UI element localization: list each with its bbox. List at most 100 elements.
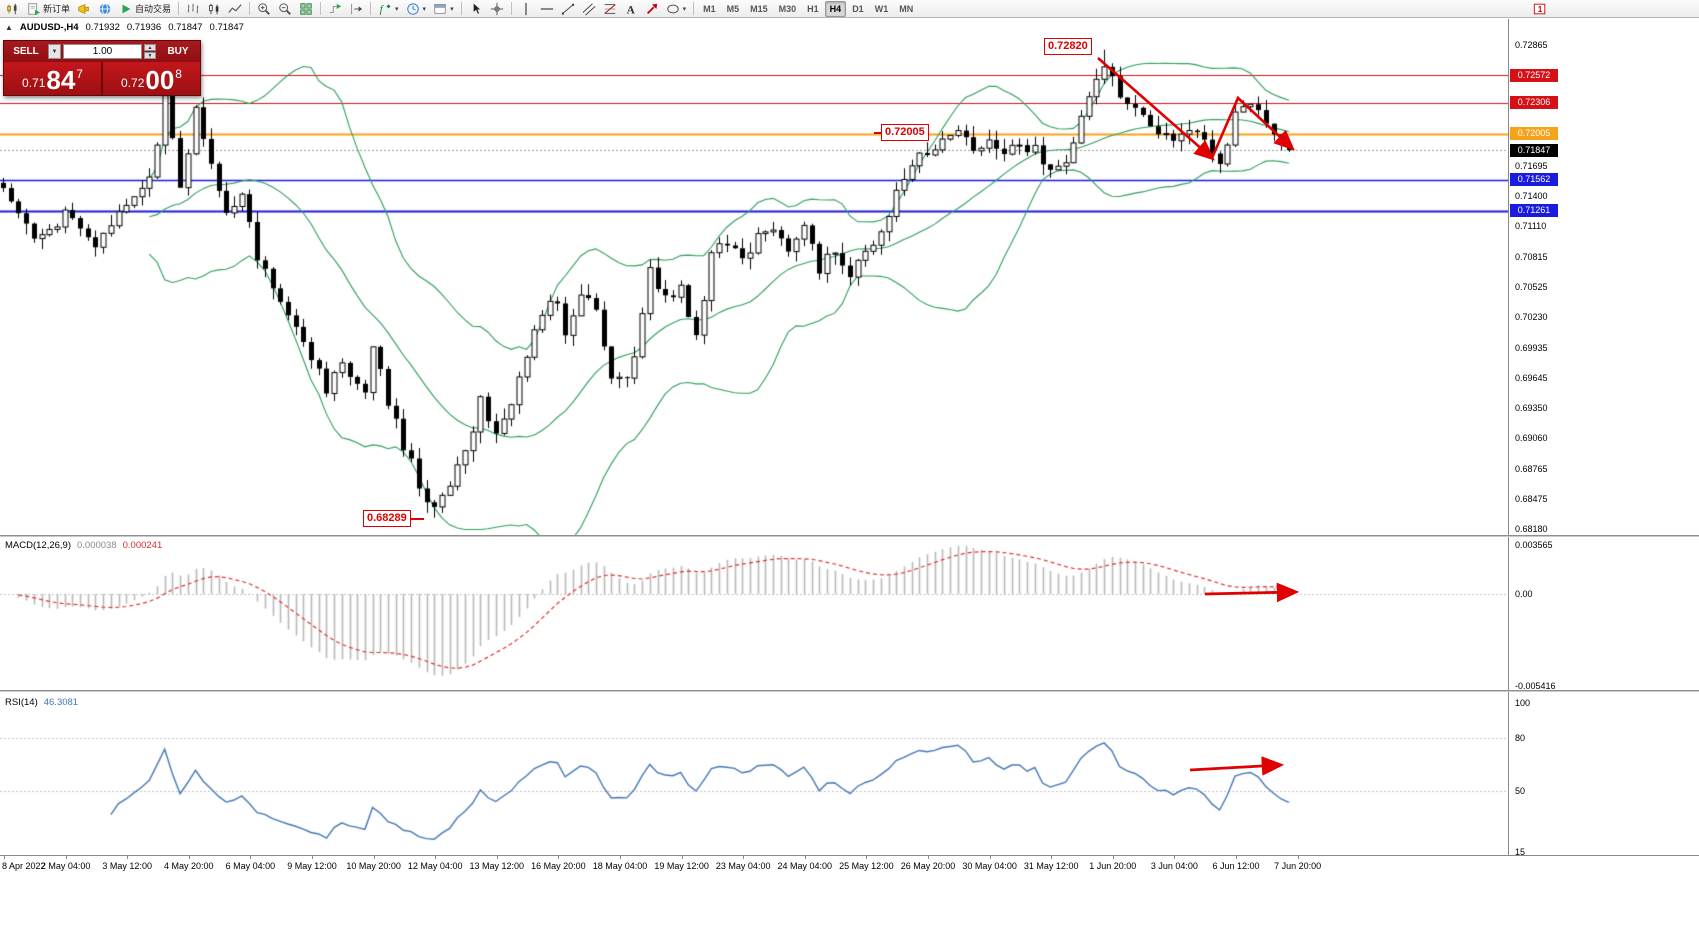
periods-list-icon xyxy=(406,2,420,16)
time-axis-label: 3 Jun 04:00 xyxy=(1150,861,1198,871)
horizontal-line-tool-button[interactable] xyxy=(537,0,557,18)
macd-panel-canvas[interactable] xyxy=(0,537,1508,691)
time-axis-label: 6 May 04:00 xyxy=(225,861,276,871)
buy-button[interactable]: BUY xyxy=(158,45,198,58)
time-axis-label: 24 May 04:00 xyxy=(777,861,833,871)
vertical-line-tool-icon xyxy=(519,2,533,16)
cursor-tool-icon xyxy=(469,1,483,16)
price-annotation-high[interactable]: 0.72820 xyxy=(1044,38,1092,55)
price-scale[interactable]: 0.72865 0.71695 0.71400 0.71110 0.70815 0.705… xyxy=(1508,19,1699,857)
alerts-button[interactable] xyxy=(74,0,94,18)
vertical-line-tool-button[interactable] xyxy=(516,0,536,18)
timeframe-m1-button[interactable]: M1 xyxy=(703,3,716,14)
rsi-panel-resize-handle[interactable] xyxy=(0,690,1699,692)
crosshair-tool-button[interactable] xyxy=(487,0,507,18)
time-axis[interactable]: 8 Apr 2022 2 May 04:00 3 May 12:00 4 May 20… xyxy=(0,855,1699,880)
toolbar-separator xyxy=(510,2,512,15)
timeframe-m5-button[interactable]: M5 xyxy=(726,3,740,14)
time-axis-label: 4 May 20:00 xyxy=(164,861,214,871)
arrow-object-tool-button[interactable] xyxy=(642,0,662,18)
time-axis-tick xyxy=(189,856,190,859)
line-chart-button[interactable] xyxy=(225,0,245,18)
price-annotation-low[interactable]: 0.68289 xyxy=(363,510,424,527)
chart-profile-button[interactable]: 1 xyxy=(1530,0,1550,18)
toolbar-separator xyxy=(460,2,462,15)
rsi-value: 46.3081 xyxy=(43,697,79,708)
text-tool-button[interactable]: A xyxy=(621,0,641,18)
new-order-button[interactable]: 新订单 xyxy=(24,0,73,18)
sell-price[interactable]: 0.71 84 7 xyxy=(4,62,103,95)
timeframe-group: M1 M5 M15 M30 H1 H4 D1 W1 MN xyxy=(698,0,918,17)
volume-input[interactable] xyxy=(63,44,142,59)
time-axis-tick xyxy=(4,856,5,859)
new-chart-button[interactable] xyxy=(3,0,23,18)
timeframe-w1-button[interactable]: W1 xyxy=(874,3,889,14)
time-axis-tick xyxy=(1174,856,1175,859)
fibonacci-tool-button[interactable] xyxy=(600,0,620,18)
main-chart-canvas[interactable] xyxy=(0,19,1508,536)
rsi-panel-canvas[interactable] xyxy=(0,692,1508,855)
volume-stepper[interactable]: ▲ ▼ xyxy=(144,44,156,59)
macd-indicator-label: MACD(12,26,9) 0.000038 0.000241 xyxy=(5,540,162,551)
bar-chart-button[interactable] xyxy=(183,0,203,18)
time-axis-label: 9 May 12:00 xyxy=(287,861,337,871)
toolbar-separator xyxy=(249,2,251,15)
toolbar-separator xyxy=(178,2,180,15)
time-axis-label: 31 May 12:00 xyxy=(1023,861,1079,871)
time-axis-tick xyxy=(312,856,313,859)
auto-scroll-button[interactable] xyxy=(325,0,345,18)
sell-button[interactable]: SELL xyxy=(6,45,46,58)
price-level-box: 0.72572 xyxy=(1510,68,1558,82)
trendline-tool-button[interactable] xyxy=(558,0,578,18)
time-axis-tick xyxy=(558,856,559,859)
timeframe-d1-button[interactable]: D1 xyxy=(852,3,864,14)
timeframe-h1-button[interactable]: H1 xyxy=(807,3,819,14)
ohlc-open: 0.71932 xyxy=(85,22,120,33)
timeframe-h4-button[interactable]: H4 xyxy=(824,0,847,17)
tile-windows-icon xyxy=(299,2,313,16)
macd-main-value: 0.000038 xyxy=(77,540,117,551)
community-button[interactable] xyxy=(95,0,115,18)
candlestick-chart-button[interactable] xyxy=(204,0,224,18)
auto-trading-button[interactable]: 自动交易 xyxy=(116,0,174,18)
volume-down-icon[interactable]: ▼ xyxy=(144,52,156,59)
shapes-tool-button[interactable]: ▾ xyxy=(663,0,690,18)
time-axis-tick xyxy=(374,856,375,859)
buy-price[interactable]: 0.72 00 8 xyxy=(103,62,200,95)
timeframe-mn-button[interactable]: MN xyxy=(899,3,914,14)
zoom-out-icon xyxy=(278,2,292,16)
indicators-list-icon: f xyxy=(378,2,392,16)
rsi-indicator-label: RSI(14) 46.3081 xyxy=(5,697,78,708)
auto-scroll-icon xyxy=(328,2,342,16)
cursor-tool-button[interactable] xyxy=(466,0,486,18)
time-axis-tick xyxy=(1236,856,1237,859)
indicators-list-button[interactable]: f ▾ xyxy=(375,0,402,18)
tile-windows-button[interactable] xyxy=(296,0,316,18)
shapes-tool-caret-icon[interactable]: ▾ xyxy=(682,5,687,13)
new-chart-icon xyxy=(6,2,20,16)
timeframe-m30-button[interactable]: M30 xyxy=(778,3,797,14)
equidistant-channel-tool-button[interactable] xyxy=(579,0,599,18)
new-order-label: 新订单 xyxy=(43,4,71,14)
price-annotation-mid[interactable]: 0.72005 xyxy=(874,124,929,141)
indicators-list-caret-icon[interactable]: ▾ xyxy=(395,5,399,13)
time-axis-label: 26 May 20:00 xyxy=(900,861,956,871)
timeframe-m15-button[interactable]: M15 xyxy=(750,3,768,14)
price-scale-label: 0.71695 xyxy=(1515,160,1548,171)
volume-up-icon[interactable]: ▲ xyxy=(144,44,156,51)
time-axis-tick xyxy=(620,856,621,859)
price-scale-label: 0.69645 xyxy=(1515,372,1548,383)
templates-list-caret-icon[interactable]: ▾ xyxy=(450,5,454,13)
price-scale-label: 0.70230 xyxy=(1515,312,1548,323)
templates-list-button[interactable]: ▾ xyxy=(430,0,457,18)
trendline-tool-icon xyxy=(561,2,575,16)
periods-list-button[interactable]: ▾ xyxy=(403,0,430,18)
chart-shift-button[interactable] xyxy=(346,0,366,18)
price-scale-label: 0.71110 xyxy=(1515,221,1547,232)
periods-list-caret-icon[interactable]: ▾ xyxy=(422,5,427,13)
zoom-in-button[interactable] xyxy=(254,0,274,18)
volume-dropdown[interactable]: ▼ xyxy=(48,44,61,59)
price-level-box: 0.72005 xyxy=(1510,127,1558,141)
macd-panel-resize-handle[interactable] xyxy=(0,535,1699,537)
zoom-out-button[interactable] xyxy=(275,0,295,18)
